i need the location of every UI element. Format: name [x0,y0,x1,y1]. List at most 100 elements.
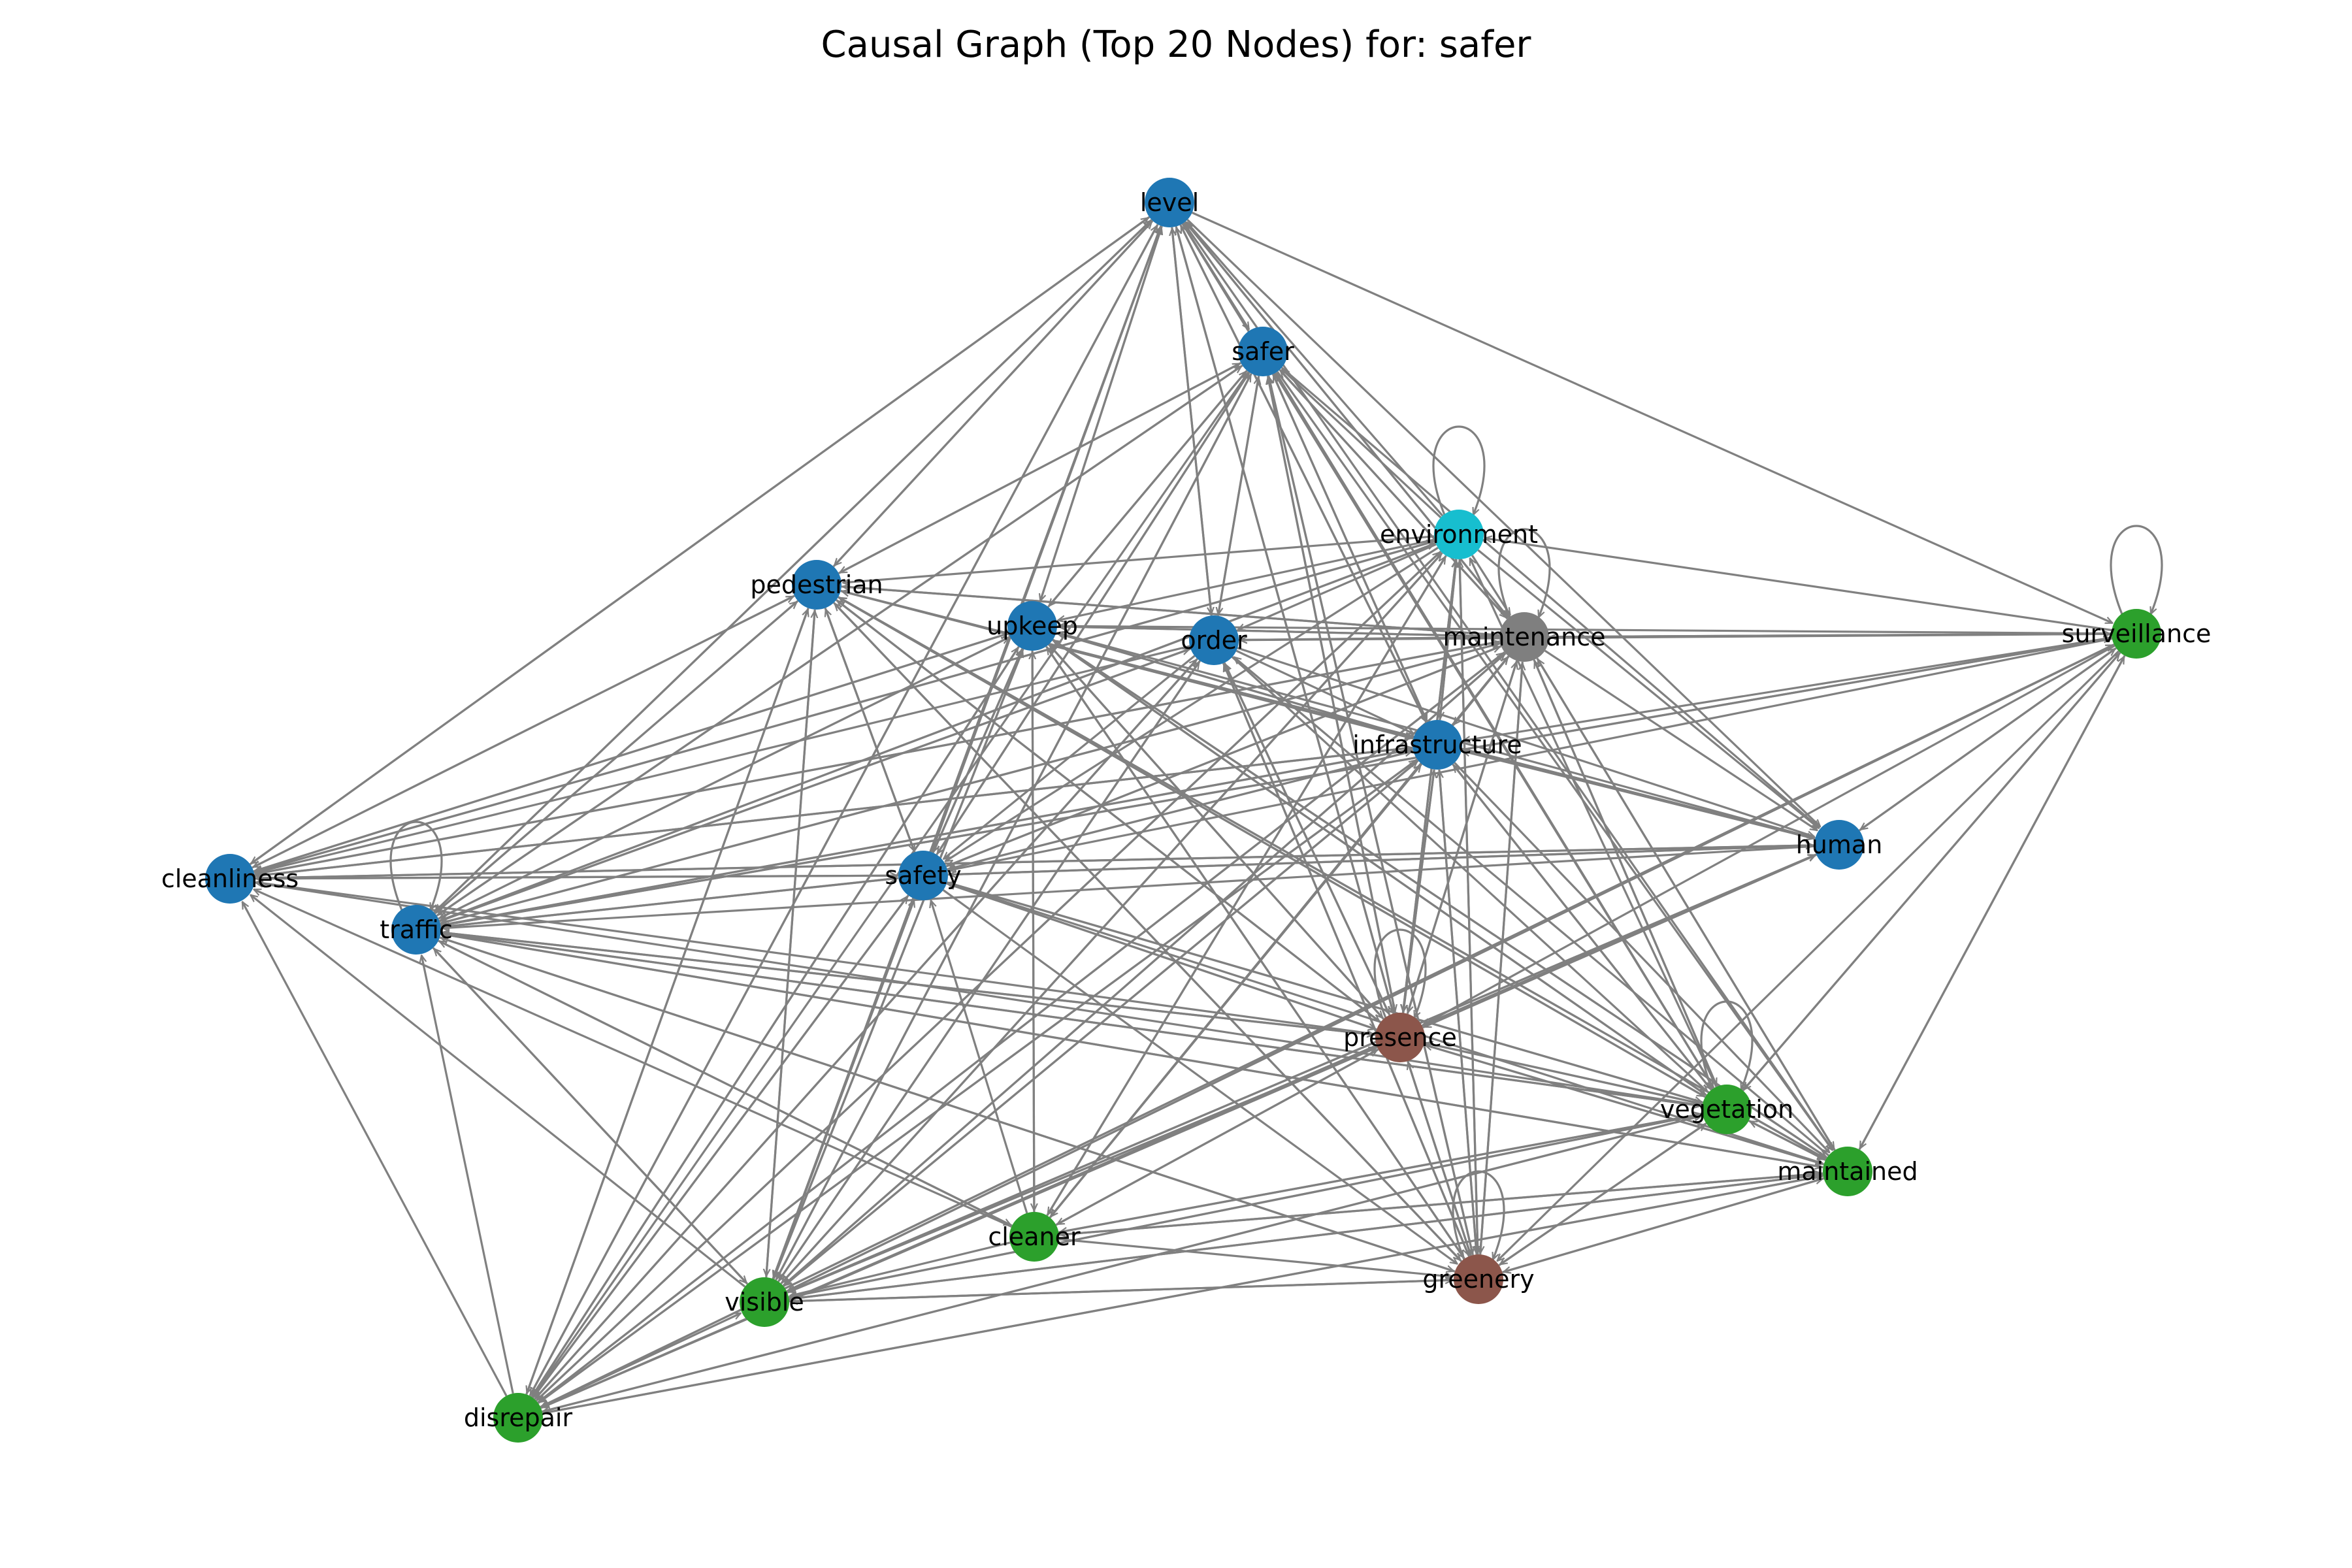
node-pedestrian [792,560,841,610]
edge-traffic-to-surveillance [440,638,2110,927]
edge-disrepair-to-upkeep [531,648,1018,1397]
edge-level-to-human [1186,219,1820,826]
edge-safety-to-infrastructure [947,751,1412,871]
edge-environment-to-level [1186,222,1444,517]
node-label-order: order [1181,626,1247,655]
edge-presence-to-human [1422,854,1816,1029]
edge-safer-to-human [1281,367,1820,828]
self-loop-surveillance [2110,525,2163,614]
edge-disrepair-to-surveillance [540,644,2113,1408]
edge-cleaner-to-maintained [1058,1173,1821,1236]
self-loop-environment [1432,425,1486,515]
node-label-surveillance: surveillance [2062,619,2212,648]
edge-disrepair-to-safety [532,896,907,1399]
edge-greenery-to-vegetation [1498,1124,1705,1266]
edge-cleanliness-to-infrastructure [254,747,1411,877]
edge-maintained-to-maintenance [1538,659,1836,1151]
node-infrastructure [1413,720,1462,770]
edge-cleanliness-to-environment [253,542,1434,874]
edge-greenery-to-safer [1269,377,1474,1256]
edge-presence-to-upkeep [1050,645,1384,1020]
edge-vegetation-to-surveillance [1742,653,2119,1092]
edge-presence-to-level [1177,228,1395,1014]
edge-cleaner-to-vegetation [1058,1114,1701,1233]
edge-order-to-safer [1217,377,1258,616]
edge-disrepair-to-pedestrian [525,610,808,1395]
node-label-human: human [1796,830,1883,859]
edge-disrepair-to-infrastructure [537,760,1416,1404]
edge-maintenance-to-human [1544,649,1818,830]
edge-cleanliness-to-level [249,218,1149,866]
edge-surveillance-to-presence [1423,644,2115,1026]
graph-title: Causal Graph (Top 20 Nodes) for: safer [821,24,1531,66]
edge-visible-to-safety [772,900,914,1279]
edge-pedestrian-to-safer [838,363,1240,574]
edge-human-to-traffic [442,845,1815,928]
edge-maintained-to-upkeep [1054,640,1828,1159]
edge-order-to-level [1172,229,1213,616]
edge-vegetation-to-maintenance [1533,661,1718,1087]
edge-pedestrian-to-level [832,221,1152,568]
node-vegetation [1702,1085,1752,1134]
self-loop-maintenance [1497,528,1551,617]
edge-order-to-human [1237,647,1814,837]
edge-presence-to-pedestrian [838,601,1381,1023]
edge-disrepair-to-order [534,660,1196,1400]
edge-level-to-surveillance [1192,212,2113,625]
edge-human-to-surveillance [1859,649,2115,832]
edge-order-to-cleanliness [255,645,1190,873]
edge-visible-to-vegetation [788,1115,1701,1299]
node-label-disrepair: disrepair [464,1403,573,1432]
edge-environment-to-safety [945,547,1439,861]
edge-visible-to-order [777,662,1199,1282]
edge-vegetation-to-safety [948,883,1703,1103]
node-greenery [1454,1254,1503,1304]
node-label-traffic: traffic [380,915,452,944]
node-human [1814,820,1864,870]
node-labels: level safer environment pedestrian upkeep ord… [161,188,2212,1432]
edge-surveillance-to-order [1240,632,2112,640]
node-traffic [391,905,441,955]
edge-traffic-to-level [433,221,1151,913]
node-label-safer: safer [1232,337,1294,366]
edge-surveillance-to-greenery [1497,650,2120,1261]
edge-greenery-to-pedestrian [835,604,1462,1262]
edge-maintained-to-order [1234,657,1829,1156]
edge-disrepair-to-presence [540,1047,1376,1409]
edge-cleaner-to-cleanliness [254,888,1012,1228]
edge-maintenance-to-upkeep [1058,627,1500,638]
edge-infrastructure-to-safer [1272,376,1429,723]
edge-cleanliness-to-pedestrian [252,595,793,869]
edge-visible-to-safer [775,374,1252,1281]
edge-vegetation-to-traffic [442,933,1703,1107]
node-label-visible: visible [725,1288,804,1316]
self-loop-greenery [1452,1170,1505,1260]
edge-visible-to-environment [780,554,1442,1284]
edge-cleaner-to-infrastructure [1049,765,1421,1218]
node-disrepair [493,1393,543,1443]
edge-environment-to-safer [1282,369,1442,519]
edge-upkeep-to-safer [1047,372,1246,608]
node-label-vegetation: vegetation [1660,1095,1793,1124]
edge-safer-to-disrepair [533,371,1250,1396]
edge-visible-to-greenery [789,1280,1452,1303]
edge-surveillance-to-infrastructure [1463,636,2112,741]
edge-maintained-to-surveillance [1858,657,2125,1151]
edge-traffic-to-order [439,649,1190,923]
edge-upkeep-to-level [1039,227,1162,603]
self-loop-vegetation [1700,1000,1754,1090]
edge-safety-to-safer [936,374,1249,855]
node-label-upkeep: upkeep [987,612,1078,640]
node-cleanliness [205,854,255,904]
edge-safety-to-upkeep [932,650,1023,853]
edge-greenery-to-maintenance [1479,663,1523,1255]
edge-disrepair-to-traffic [421,955,514,1394]
edge-surveillance-to-environment [1485,538,2112,632]
self-loop-traffic [389,821,443,910]
edge-presence-to-maintenance [1406,662,1516,1015]
self-loops [389,425,2163,1260]
edge-traffic-to-safer [436,367,1241,917]
node-label-presence: presence [1343,1023,1457,1052]
node-maintained [1823,1147,1872,1196]
